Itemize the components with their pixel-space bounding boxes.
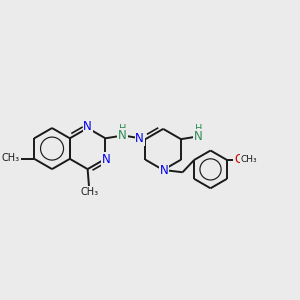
Text: O: O xyxy=(234,153,244,166)
Text: H: H xyxy=(119,124,127,134)
Text: N: N xyxy=(118,129,127,142)
Text: CH₃: CH₃ xyxy=(80,187,99,197)
Text: N: N xyxy=(194,130,203,143)
Text: CH₃: CH₃ xyxy=(2,153,20,163)
Text: H: H xyxy=(195,124,202,134)
Text: N: N xyxy=(102,153,110,166)
Text: N: N xyxy=(83,120,92,134)
Text: N: N xyxy=(135,132,144,146)
Text: N: N xyxy=(159,164,168,177)
Text: CH₃: CH₃ xyxy=(241,155,257,164)
